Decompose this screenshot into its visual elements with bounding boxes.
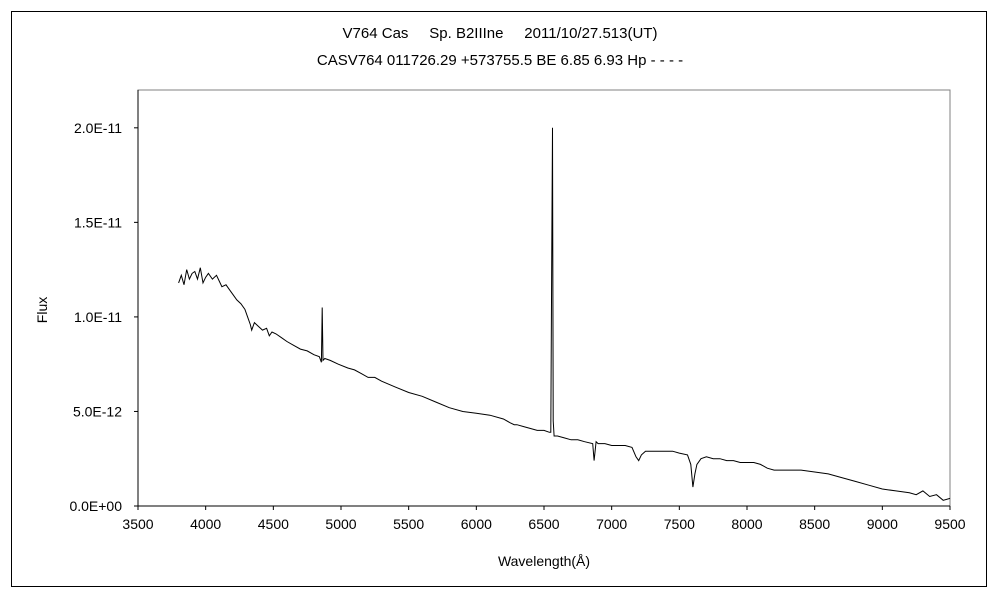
- x-tick-label: 8000: [731, 516, 762, 532]
- chart-title: V764 Cas Sp. B2IIIne 2011/10/27.513(UT): [342, 25, 658, 42]
- x-tick-label: 5500: [393, 516, 424, 532]
- x-tick-label: 3500: [122, 516, 153, 532]
- x-tick-label: 4000: [190, 516, 221, 532]
- chart-frame: [11, 11, 987, 587]
- y-tick-label: 0.0E+00: [69, 498, 122, 514]
- spectrum-line: [178, 127, 951, 501]
- x-tick-label: 9500: [934, 516, 965, 532]
- y-tick-label: 1.5E-11: [74, 214, 122, 230]
- series-group: [178, 127, 951, 501]
- y-tick-label: 1.0E-11: [74, 309, 122, 325]
- x-tick-label: 7000: [596, 516, 627, 532]
- x-tick-label: 4500: [258, 516, 289, 532]
- plot-area: [137, 89, 951, 507]
- x-tick-label: 8500: [799, 516, 830, 532]
- y-tick-label: 2.0E-11: [74, 120, 122, 136]
- x-tick-label: 9000: [867, 516, 898, 532]
- y-ticks: 0.0E+00 5.0E-12 1.0E-11 1.5E-11 2.0E-11: [69, 120, 138, 514]
- y-tick-label: 5.0E-12: [73, 403, 122, 419]
- chart-subtitle: CASV764 011726.29 +573755.5 BE 6.85 6.93…: [316, 52, 684, 69]
- x-axis-label: Wavelength(Å): [498, 553, 590, 569]
- x-tick-label: 7500: [664, 516, 695, 532]
- x-tick-label: 5000: [325, 516, 356, 532]
- x-ticks: 3500 4000 4500 5000 5500 6000 6500 7000 7500 8000…: [122, 506, 966, 532]
- y-axis-label: Flux: [34, 297, 50, 323]
- x-tick-label: 6500: [528, 516, 559, 532]
- x-tick-label: 6000: [461, 516, 492, 532]
